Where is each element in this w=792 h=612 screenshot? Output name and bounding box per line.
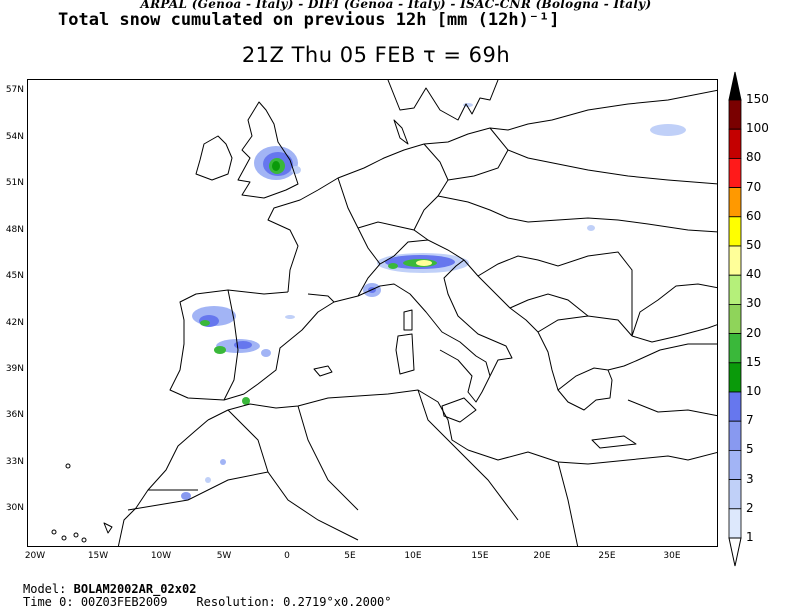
colorbar-box xyxy=(728,333,742,364)
colorbar-box xyxy=(728,303,742,334)
lat-label: 36N xyxy=(5,410,24,420)
colorbar-level-label: 30 xyxy=(746,296,762,311)
lon-label: 20W xyxy=(24,551,46,561)
lat-label: 42N xyxy=(5,318,24,328)
map-canvas xyxy=(51,80,717,546)
colorbar-level-label: 7 xyxy=(746,413,754,428)
snow-fields xyxy=(181,103,686,500)
colorbar-box xyxy=(728,158,742,189)
country-borders xyxy=(127,127,717,546)
model-value: BOLAM2002AR_02x02 xyxy=(73,582,197,596)
lon-label: 5W xyxy=(216,551,232,561)
lon-label: 5E xyxy=(344,551,356,561)
colorbar-box xyxy=(728,187,742,218)
lon-label: 15W xyxy=(87,551,109,561)
lon-label: 10E xyxy=(404,551,422,561)
lat-label: 39N xyxy=(5,364,24,374)
map-panel xyxy=(27,79,718,547)
lon-label: 0 xyxy=(284,551,290,561)
time-value: 00Z03FEB2009 xyxy=(80,595,168,609)
colorbar-level-label: 100 xyxy=(746,121,769,136)
colorbar-box xyxy=(728,128,742,159)
resolution-label: Resolution: xyxy=(196,595,276,609)
lon-label: 10W xyxy=(150,551,172,561)
snow-field-atlas xyxy=(181,459,226,500)
map-header: ARPAL (Genoa - Italy) - DIFI (Genoa - It… xyxy=(0,0,792,80)
resolution-value: 0.2719°x0.2000° xyxy=(283,595,392,609)
valid-time-title: 21Z Thu 05 FEB τ = 69h xyxy=(241,43,511,67)
colorbar-boxes xyxy=(728,71,742,567)
colorbar-top-arrow xyxy=(728,71,742,101)
colorbar-bottom-arrow xyxy=(728,537,742,567)
lon-label: 15E xyxy=(471,551,489,561)
coastlines xyxy=(51,80,717,546)
colorbar-level-label: 15 xyxy=(746,354,762,369)
colorbar-level-label: 20 xyxy=(746,325,762,340)
colorbar-level-label: 3 xyxy=(746,471,754,486)
map-title: Total snow cumulated on previous 12h [mm… xyxy=(58,10,560,30)
colorbar-box xyxy=(728,508,742,539)
lat-label: 45N xyxy=(5,271,24,281)
colorbar xyxy=(728,71,742,567)
colorbar-box xyxy=(728,449,742,480)
lat-label: 48N xyxy=(5,225,24,235)
colorbar-level-label: 60 xyxy=(746,208,762,223)
colorbar-level-label: 10 xyxy=(746,384,762,398)
lat-label: 30N xyxy=(5,503,24,513)
colorbar-box xyxy=(728,274,742,305)
colorbar-box xyxy=(728,99,742,130)
snow-field-russia xyxy=(463,103,686,231)
colorbar-box xyxy=(728,245,742,276)
lon-label: 20E xyxy=(533,551,551,561)
model-label: Model: xyxy=(23,582,67,596)
colorbar-level-label: 70 xyxy=(746,179,762,194)
colorbar-box xyxy=(728,479,742,510)
lon-label: 30E xyxy=(663,551,681,561)
colorbar-box xyxy=(728,391,742,422)
colorbar-level-label: 40 xyxy=(746,267,762,282)
lat-label: 33N xyxy=(5,457,24,467)
colorbar-level-label: 50 xyxy=(746,238,762,252)
lat-label: 54N xyxy=(5,132,24,142)
colorbar-level-label: 80 xyxy=(746,150,762,165)
footer-info: Model: BOLAM2002AR_02x02 Time 0: 00Z03FE… xyxy=(23,583,392,609)
lon-label: 25E xyxy=(598,551,616,561)
colorbar-level-label: 1 xyxy=(746,530,754,544)
snow-field-alps xyxy=(363,253,469,297)
lat-label: 57N xyxy=(5,85,24,95)
colorbar-box xyxy=(728,362,742,393)
colorbar-level-label: 150 xyxy=(746,92,769,106)
snow-field-iberia xyxy=(192,306,295,405)
colorbar-box xyxy=(728,420,742,451)
snow-field-england xyxy=(254,146,301,180)
colorbar-level-label: 2 xyxy=(746,500,754,515)
colorbar-box xyxy=(728,216,742,247)
lat-label: 51N xyxy=(5,178,24,188)
time-label: Time 0: xyxy=(23,595,74,609)
credits-line: ARPAL (Genoa - Italy) - DIFI (Genoa - It… xyxy=(140,0,652,11)
colorbar-level-label: 5 xyxy=(746,442,754,457)
